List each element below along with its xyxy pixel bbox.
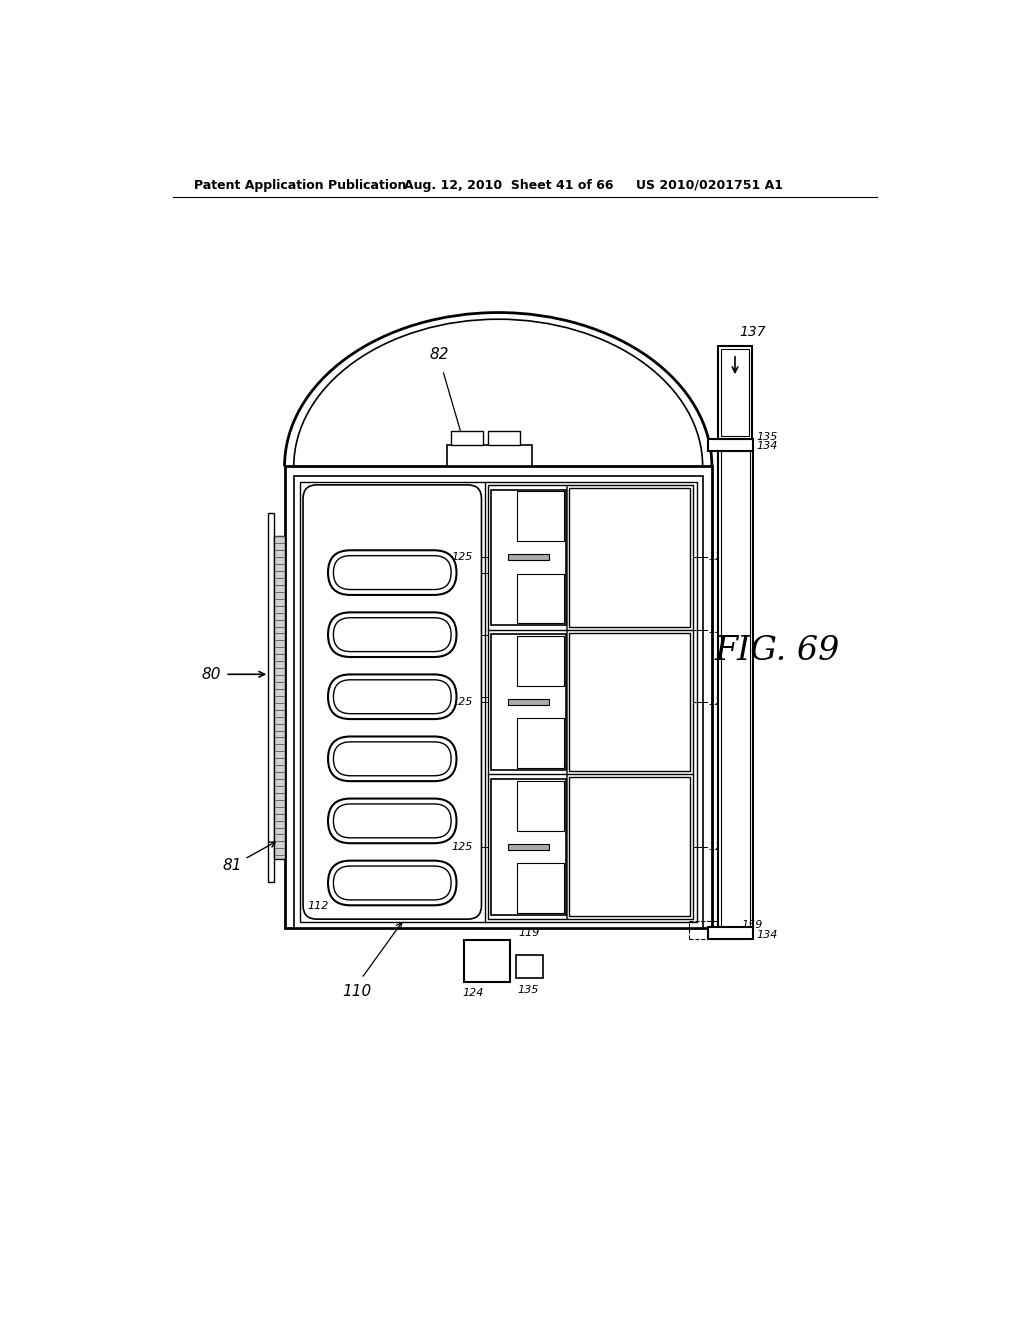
Text: 80: 80 xyxy=(202,667,221,682)
Bar xyxy=(267,512,273,882)
Text: 124: 124 xyxy=(463,989,484,998)
Text: 159: 159 xyxy=(741,920,763,929)
Bar xyxy=(569,488,690,627)
Text: 112: 112 xyxy=(307,902,329,911)
FancyBboxPatch shape xyxy=(334,866,452,900)
Text: 115: 115 xyxy=(496,630,517,640)
Bar xyxy=(517,491,564,541)
Bar xyxy=(490,779,566,915)
Bar xyxy=(569,632,690,771)
Bar xyxy=(300,482,696,923)
FancyBboxPatch shape xyxy=(328,612,457,657)
FancyBboxPatch shape xyxy=(334,556,452,590)
Bar xyxy=(517,718,564,768)
Bar xyxy=(508,700,549,705)
Bar xyxy=(490,635,566,770)
Bar xyxy=(464,940,510,982)
Bar xyxy=(721,450,750,929)
Text: 127: 127 xyxy=(709,552,730,562)
Bar xyxy=(517,573,564,623)
Text: 115: 115 xyxy=(496,568,517,578)
Text: 127: 127 xyxy=(709,842,730,851)
Bar xyxy=(517,863,564,913)
Text: 134: 134 xyxy=(757,441,778,451)
Text: 115: 115 xyxy=(496,692,517,702)
Text: 135: 135 xyxy=(757,432,778,442)
Text: 137: 137 xyxy=(739,326,766,339)
Text: Patent Application Publication: Patent Application Publication xyxy=(195,178,407,191)
Bar xyxy=(708,438,753,451)
Bar xyxy=(446,445,532,466)
Text: 134: 134 xyxy=(757,929,778,940)
FancyBboxPatch shape xyxy=(334,680,452,714)
Text: Aug. 12, 2010  Sheet 41 of 66: Aug. 12, 2010 Sheet 41 of 66 xyxy=(403,178,613,191)
Bar xyxy=(490,490,566,626)
Bar xyxy=(517,780,564,830)
Bar xyxy=(285,466,712,928)
Bar xyxy=(487,484,693,919)
Bar xyxy=(508,843,549,850)
FancyBboxPatch shape xyxy=(328,550,457,595)
Text: 135: 135 xyxy=(518,985,540,994)
Text: 125: 125 xyxy=(452,552,473,562)
Text: 125: 125 xyxy=(452,842,473,851)
Bar xyxy=(508,554,549,561)
FancyBboxPatch shape xyxy=(328,861,457,906)
Bar xyxy=(487,432,520,445)
Bar xyxy=(569,777,690,916)
Text: FIG. 69: FIG. 69 xyxy=(715,635,840,667)
Text: 110: 110 xyxy=(343,983,372,999)
Bar xyxy=(294,475,702,928)
Bar xyxy=(708,927,753,940)
Text: 133: 133 xyxy=(709,624,730,635)
Bar xyxy=(516,956,544,978)
FancyBboxPatch shape xyxy=(328,675,457,719)
FancyBboxPatch shape xyxy=(334,742,452,776)
Text: 125: 125 xyxy=(452,697,473,708)
Text: 81: 81 xyxy=(222,858,243,873)
Bar xyxy=(451,432,483,445)
Bar xyxy=(273,536,285,859)
Bar xyxy=(718,447,753,932)
Text: 119: 119 xyxy=(518,928,540,939)
Bar xyxy=(566,484,567,919)
Bar xyxy=(517,636,564,686)
FancyBboxPatch shape xyxy=(334,804,452,838)
FancyBboxPatch shape xyxy=(328,799,457,843)
FancyBboxPatch shape xyxy=(328,737,457,781)
Text: US 2010/0201751 A1: US 2010/0201751 A1 xyxy=(637,178,783,191)
FancyBboxPatch shape xyxy=(303,484,481,919)
Text: 82: 82 xyxy=(429,347,449,363)
Bar xyxy=(718,346,752,438)
Bar xyxy=(721,350,749,436)
Text: 127: 127 xyxy=(709,697,730,708)
FancyBboxPatch shape xyxy=(334,618,452,652)
